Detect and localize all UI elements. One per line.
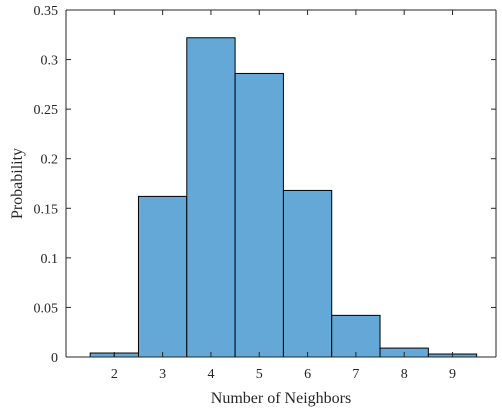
x-tick-label: 4 — [207, 367, 214, 382]
bars-layer — [89, 37, 478, 358]
x-tick-label: 9 — [449, 367, 456, 382]
axes-layer: 2 3 4 5 6 7 8 9 0 0.05 0.1 0.15 0.2 0.25 0.3 0.35 — [34, 4, 497, 382]
histogram-bar-1 — [113, 352, 139, 358]
x-tick-label: 5 — [256, 367, 263, 382]
labels-layer: Number of Neighbors Probability — [9, 148, 351, 407]
y-tick-label: 0.35 — [34, 4, 59, 19]
y-tick-label: 0.15 — [34, 202, 59, 217]
histogram-bar-0 — [89, 352, 115, 358]
x-axis-label: Number of Neighbors — [211, 390, 351, 407]
x-tick-label: 8 — [401, 367, 408, 382]
y-tick-label: 0.3 — [41, 54, 59, 69]
y-tick-label: 0.25 — [34, 103, 59, 118]
histogram-bar-4 — [234, 72, 284, 358]
x-tick-label: 3 — [159, 367, 166, 382]
histogram-bar-3 — [186, 37, 236, 358]
x-tick-label: 7 — [352, 367, 359, 382]
y-tick-label: 0.05 — [34, 301, 59, 316]
histogram-bar-5 — [282, 189, 333, 358]
histogram-bar-2 — [137, 195, 188, 358]
histogram-bar-6 — [331, 314, 381, 358]
y-tick-label: 0.2 — [41, 153, 59, 168]
x-tick-label: 2 — [111, 367, 118, 382]
x-tick-label: 6 — [304, 367, 311, 382]
y-tick-label: 0 — [51, 351, 58, 366]
y-axis-label: Probability — [9, 148, 26, 219]
y-tick-label: 0.1 — [41, 252, 59, 267]
